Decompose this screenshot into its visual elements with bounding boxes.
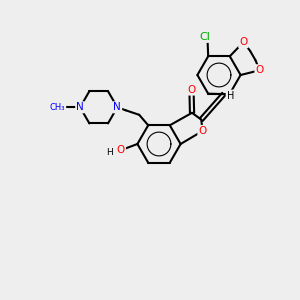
Text: N: N	[113, 102, 121, 112]
Text: N: N	[76, 102, 84, 112]
Text: O: O	[239, 37, 248, 47]
Text: O: O	[188, 85, 196, 94]
Text: O: O	[255, 65, 264, 75]
Text: Cl: Cl	[200, 32, 211, 42]
Text: H: H	[106, 148, 113, 157]
Text: CH₃: CH₃	[50, 103, 65, 112]
Text: O: O	[117, 145, 125, 155]
Text: H: H	[227, 91, 234, 100]
Text: O: O	[198, 126, 207, 136]
